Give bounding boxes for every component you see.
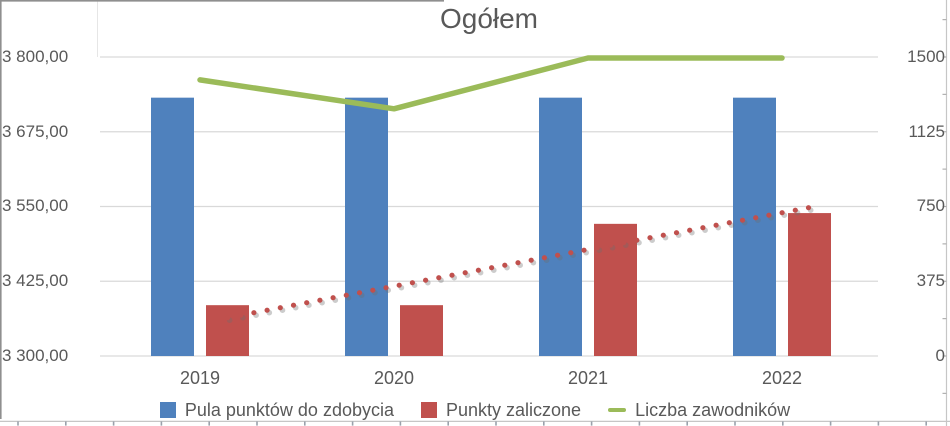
legend-item-punkty-zaliczone[interactable]: Punkty zaliczone (420, 399, 582, 421)
right-axis-tick-label: 1500 (907, 47, 945, 66)
left-axis-tick-label: 3 675,00 (2, 122, 69, 141)
category-axis-label: 2021 (567, 368, 609, 388)
legend-item-liczba-zawodnikow[interactable]: Liczba zawodników (608, 400, 790, 421)
left-axis-tick-label: 3 300,00 (2, 346, 69, 365)
legend-swatch-red-square (420, 402, 437, 418)
right-axis-tick-label: 375 (916, 271, 945, 290)
legend-swatch-green-line (608, 407, 627, 413)
chart-title: Ogółem (439, 3, 539, 34)
right-axis-tick-label: 750 (916, 196, 945, 215)
category-axis-label: 2020 (373, 368, 415, 388)
right-axis-tick-label: 0 (935, 346, 945, 365)
right-axis-tick-label: 1125 (908, 122, 945, 141)
legend-label: Liczba zawodników (635, 399, 791, 420)
legend-label: Pula punktów do zdobycia (184, 399, 394, 420)
category-axis-label: 2022 (761, 368, 803, 388)
left-axis-tick-label: 3 550,00 (2, 196, 69, 215)
chart-legend: Pula punktów do zdobycia Punkty zaliczon… (0, 398, 950, 422)
legend-swatch-blue-square (159, 402, 176, 418)
category-axis-label: 2019 (179, 368, 221, 388)
legend-item-pula-punktow[interactable]: Pula punktów do zdobycia (159, 399, 394, 421)
left-axis-tick-label: 3 800,00 (2, 47, 69, 66)
legend-label: Punkty zaliczone (445, 399, 582, 420)
left-axis-tick-label: 3 425,00 (2, 271, 69, 290)
